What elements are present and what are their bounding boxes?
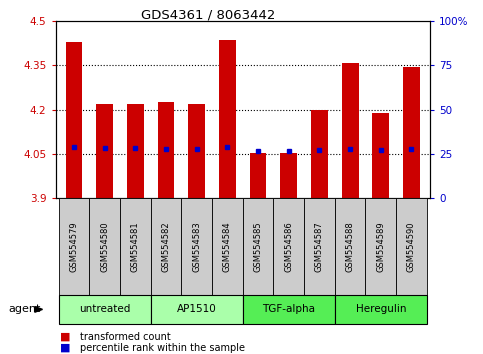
Bar bbox=[188, 104, 205, 198]
Bar bbox=[366, 198, 396, 296]
Text: GSM554579: GSM554579 bbox=[70, 222, 78, 272]
Text: transformed count: transformed count bbox=[80, 332, 170, 342]
Bar bbox=[181, 198, 212, 296]
Bar bbox=[372, 113, 389, 198]
Text: GSM554585: GSM554585 bbox=[254, 222, 263, 272]
Text: GSM554581: GSM554581 bbox=[131, 222, 140, 272]
Bar bbox=[335, 198, 366, 296]
Text: TGF-alpha: TGF-alpha bbox=[262, 304, 315, 314]
Text: GSM554580: GSM554580 bbox=[100, 222, 109, 272]
Bar bbox=[335, 295, 427, 324]
Bar bbox=[250, 153, 267, 198]
Bar bbox=[151, 295, 243, 324]
Bar bbox=[304, 198, 335, 296]
Text: GSM554590: GSM554590 bbox=[407, 222, 416, 272]
Text: ■: ■ bbox=[60, 343, 71, 353]
Bar bbox=[89, 198, 120, 296]
Text: GSM554583: GSM554583 bbox=[192, 222, 201, 272]
Bar bbox=[243, 295, 335, 324]
Bar bbox=[273, 198, 304, 296]
Text: GSM554589: GSM554589 bbox=[376, 222, 385, 272]
Bar bbox=[243, 198, 273, 296]
Text: GSM554587: GSM554587 bbox=[315, 222, 324, 272]
Bar bbox=[396, 198, 427, 296]
Text: GDS4361 / 8063442: GDS4361 / 8063442 bbox=[141, 9, 275, 22]
Bar bbox=[58, 198, 89, 296]
Text: agent: agent bbox=[9, 304, 41, 314]
Bar bbox=[96, 104, 113, 198]
Bar bbox=[212, 198, 243, 296]
Bar bbox=[66, 42, 83, 198]
Text: GSM554584: GSM554584 bbox=[223, 222, 232, 272]
Text: GSM554586: GSM554586 bbox=[284, 222, 293, 272]
Text: AP1510: AP1510 bbox=[177, 304, 216, 314]
Bar bbox=[157, 102, 174, 198]
Text: GSM554582: GSM554582 bbox=[161, 222, 170, 272]
Bar bbox=[127, 104, 144, 198]
Text: Heregulin: Heregulin bbox=[355, 304, 406, 314]
Bar bbox=[280, 153, 297, 198]
Bar bbox=[311, 110, 328, 198]
Bar bbox=[120, 198, 151, 296]
Text: GSM554588: GSM554588 bbox=[346, 222, 355, 272]
Polygon shape bbox=[35, 307, 43, 312]
Bar bbox=[403, 67, 420, 198]
Bar bbox=[58, 295, 151, 324]
Bar bbox=[151, 198, 181, 296]
Bar bbox=[219, 40, 236, 198]
Text: ■: ■ bbox=[60, 332, 71, 342]
Text: percentile rank within the sample: percentile rank within the sample bbox=[80, 343, 245, 353]
Bar bbox=[341, 63, 358, 198]
Text: untreated: untreated bbox=[79, 304, 130, 314]
